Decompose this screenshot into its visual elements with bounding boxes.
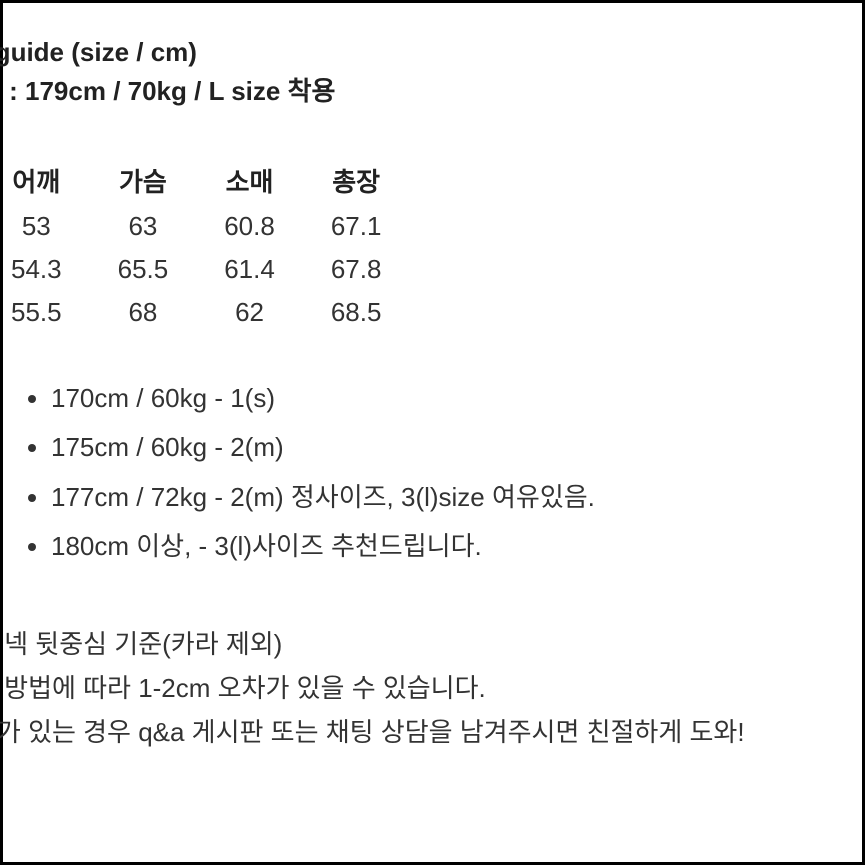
list-item: 177cm / 72kg - 2(m) 정사이즈, 3(l)size 여유있음. [51, 473, 862, 522]
cell: 54.3 [0, 248, 90, 291]
cell: 65.5 [90, 248, 197, 291]
table-row: 53 63 60.8 67.1 [0, 205, 409, 248]
cell: 63 [90, 205, 197, 248]
list-item: 180cm 이상, - 3(l)사이즈 추천드립니다. [51, 522, 862, 571]
col-sleeve: 소매 [196, 156, 303, 205]
list-item: 170cm / 60kg - 1(s) [51, 374, 862, 423]
cell: 61.4 [196, 248, 303, 291]
col-shoulder: 어깨 [0, 156, 90, 205]
col-length: 총장 [303, 156, 410, 205]
title-size-guide: e guide (size / cm) [0, 33, 862, 72]
note-line: 의가 있는 경우 q&a 게시판 또는 채팅 상담을 남겨주시면 친절하게 도와… [0, 710, 862, 754]
heading-block: e guide (size / cm) lel : 179cm / 70kg /… [0, 33, 862, 111]
table-header-row: 어깨 가슴 소매 총장 [0, 156, 409, 205]
cell: 68 [90, 291, 197, 334]
col-chest: 가슴 [90, 156, 197, 205]
size-table: 어깨 가슴 소매 총장 53 63 60.8 67.1 54.3 65.5 61… [0, 156, 409, 334]
cell: 55.5 [0, 291, 90, 334]
table-row: 55.5 68 62 68.5 [0, 291, 409, 334]
cell: 62 [196, 291, 303, 334]
note-line: 성 방법에 따라 1-2cm 오차가 있을 수 있습니다. [0, 666, 862, 710]
size-guide-frame: e guide (size / cm) lel : 179cm / 70kg /… [0, 0, 865, 865]
cell: 67.8 [303, 248, 410, 291]
size-recommendations: 170cm / 60kg - 1(s) 175cm / 60kg - 2(m) … [33, 374, 862, 572]
notes-block: 앙 넥 뒷중심 기준(카라 제외) 성 방법에 따라 1-2cm 오차가 있을 … [0, 622, 862, 755]
table-row: 54.3 65.5 61.4 67.8 [0, 248, 409, 291]
cell: 60.8 [196, 205, 303, 248]
title-model-info: lel : 179cm / 70kg / L size 착용 [0, 72, 862, 111]
cell: 67.1 [303, 205, 410, 248]
list-item: 175cm / 60kg - 2(m) [51, 423, 862, 472]
note-line: 앙 넥 뒷중심 기준(카라 제외) [0, 622, 862, 666]
cell: 68.5 [303, 291, 410, 334]
cell: 53 [0, 205, 90, 248]
